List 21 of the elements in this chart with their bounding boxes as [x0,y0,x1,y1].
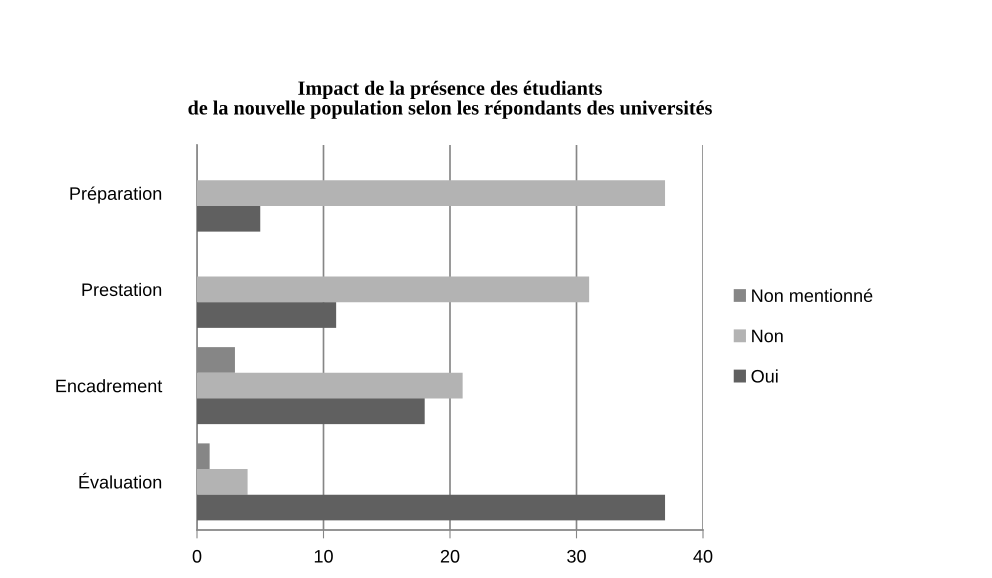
x-tick-label: 20 [440,550,460,563]
bar [197,494,666,520]
y-tick-label: Prestation [82,282,162,296]
chart-title: Impact de la présence des étudiants de la nouvelle population selon les répondants des universités [188,80,712,119]
x-tick-label: 10 [314,550,333,563]
bar [197,276,590,302]
x-tick-label: 40 [693,550,712,563]
x-tick-label: 0 [192,550,202,563]
legend-label: Non [752,330,783,342]
legend-label: Non mentionné [752,288,872,302]
bar [197,469,248,495]
y-tick-label: Encadrement [56,379,162,392]
bar [197,302,336,328]
y-tick-label: Préparation [70,186,162,204]
bar [197,372,463,398]
y-tick-label: Évaluation [79,472,162,489]
bar [197,206,260,232]
bar [197,180,666,206]
bar [197,398,425,424]
x-tick-label: 30 [567,550,586,563]
legend-label: Oui [752,369,778,383]
